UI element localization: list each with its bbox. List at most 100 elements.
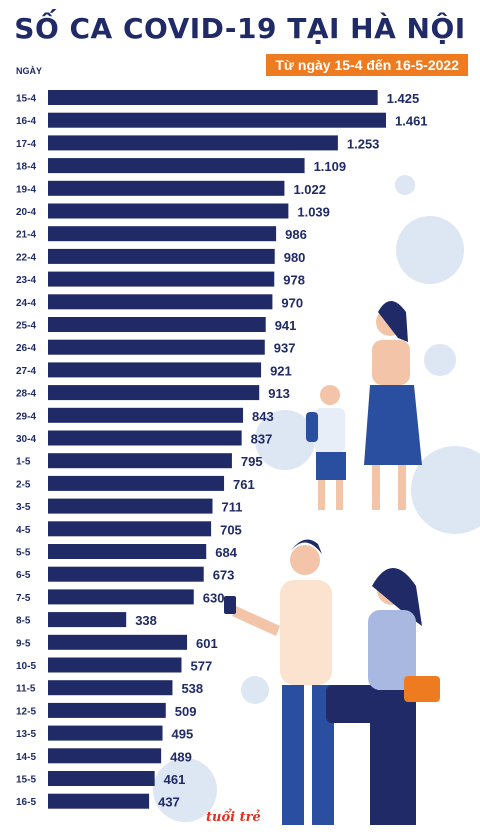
data-label: 711 bbox=[221, 500, 242, 515]
data-label: 913 bbox=[268, 386, 290, 401]
data-label: 1.461 bbox=[395, 114, 428, 129]
bar bbox=[48, 430, 242, 446]
data-label: 673 bbox=[213, 568, 235, 583]
data-label: 843 bbox=[252, 409, 274, 424]
bar bbox=[48, 317, 266, 332]
category-label: 15-5 bbox=[16, 775, 36, 786]
category-label: 6-5 bbox=[16, 570, 31, 581]
adults-illustration bbox=[224, 539, 440, 825]
y-axis-label: NGÀY bbox=[16, 66, 43, 76]
category-label: 15-4 bbox=[16, 94, 36, 105]
category-label: 14-5 bbox=[16, 752, 36, 763]
bar bbox=[48, 385, 260, 401]
bar bbox=[48, 294, 273, 310]
data-label: 705 bbox=[220, 522, 242, 537]
data-label: 489 bbox=[170, 749, 192, 764]
data-label: 937 bbox=[274, 341, 296, 356]
data-label: 538 bbox=[181, 681, 203, 696]
category-label: 3-5 bbox=[16, 502, 31, 513]
bar bbox=[48, 702, 166, 718]
bar bbox=[48, 339, 265, 355]
category-label: 16-5 bbox=[16, 797, 36, 808]
bar bbox=[48, 112, 386, 128]
data-label: 978 bbox=[283, 273, 305, 288]
bar bbox=[48, 612, 127, 628]
category-label: 4-5 bbox=[16, 525, 31, 536]
data-label: 601 bbox=[196, 636, 218, 651]
category-label: 17-4 bbox=[16, 139, 36, 150]
bar bbox=[48, 407, 244, 423]
data-label: 921 bbox=[270, 363, 292, 378]
category-label: 24-4 bbox=[16, 298, 36, 309]
data-label: 1.109 bbox=[314, 159, 347, 174]
category-label: 29-4 bbox=[16, 411, 36, 422]
category-label: 27-4 bbox=[16, 366, 36, 377]
brand-logo: tuổi trẻ bbox=[206, 810, 261, 825]
category-label: 16-4 bbox=[16, 116, 36, 127]
bar bbox=[48, 90, 378, 105]
data-label: 495 bbox=[172, 727, 194, 742]
bar bbox=[48, 135, 338, 151]
bar bbox=[48, 226, 277, 242]
chart-title: SỐ CA COVID-19 TẠI HÀ NỘI bbox=[14, 12, 466, 45]
bar bbox=[48, 748, 162, 764]
category-label: 9-5 bbox=[16, 638, 31, 649]
bar bbox=[48, 498, 213, 514]
data-label: 1.022 bbox=[293, 182, 326, 197]
category-label: 20-4 bbox=[16, 207, 36, 218]
category-label: 26-4 bbox=[16, 343, 36, 354]
data-label: 837 bbox=[251, 432, 273, 447]
category-label: 19-4 bbox=[16, 184, 36, 195]
data-label: 509 bbox=[175, 704, 197, 719]
category-label: 23-4 bbox=[16, 275, 36, 286]
bar bbox=[48, 453, 232, 469]
category-label: 12-5 bbox=[16, 706, 36, 717]
data-label: 1.039 bbox=[297, 205, 330, 220]
people-illustration bbox=[306, 301, 422, 510]
bar bbox=[48, 475, 225, 491]
data-label: 461 bbox=[164, 772, 186, 787]
bar bbox=[48, 521, 212, 537]
bar bbox=[48, 793, 150, 809]
bar bbox=[48, 203, 289, 219]
category-label: 1-5 bbox=[16, 457, 31, 468]
category-label: 30-4 bbox=[16, 434, 36, 445]
category-label: 25-4 bbox=[16, 321, 36, 332]
category-label: 28-4 bbox=[16, 389, 36, 400]
data-label: 437 bbox=[158, 795, 180, 810]
category-label: 10-5 bbox=[16, 661, 36, 672]
bar bbox=[48, 566, 204, 582]
data-label: 338 bbox=[135, 613, 157, 628]
bar bbox=[48, 271, 275, 287]
bar bbox=[48, 544, 207, 559]
data-label: 986 bbox=[285, 227, 307, 242]
category-label: 2-5 bbox=[16, 479, 31, 490]
category-label: 8-5 bbox=[16, 616, 31, 627]
data-label: 630 bbox=[203, 590, 225, 605]
data-label: 1.425 bbox=[387, 91, 420, 106]
bar bbox=[48, 248, 275, 264]
bar bbox=[48, 725, 163, 741]
bar bbox=[48, 771, 155, 786]
data-label: 970 bbox=[281, 295, 303, 310]
data-label: 795 bbox=[241, 454, 263, 469]
category-label: 13-5 bbox=[16, 729, 36, 740]
bar bbox=[48, 657, 182, 673]
data-label: 684 bbox=[215, 545, 237, 560]
data-label: 941 bbox=[275, 318, 297, 333]
virus-icon bbox=[153, 175, 480, 822]
bar bbox=[48, 180, 285, 196]
data-label: 1.253 bbox=[347, 136, 380, 151]
category-label: 22-4 bbox=[16, 252, 36, 263]
category-label: 18-4 bbox=[16, 162, 36, 173]
data-label: 980 bbox=[284, 250, 306, 265]
data-label: 577 bbox=[190, 659, 212, 674]
category-label: 21-4 bbox=[16, 230, 36, 241]
category-label: 5-5 bbox=[16, 548, 31, 559]
bar bbox=[48, 634, 188, 650]
bar bbox=[48, 362, 262, 378]
category-label: 7-5 bbox=[16, 593, 31, 604]
bar bbox=[48, 158, 305, 174]
